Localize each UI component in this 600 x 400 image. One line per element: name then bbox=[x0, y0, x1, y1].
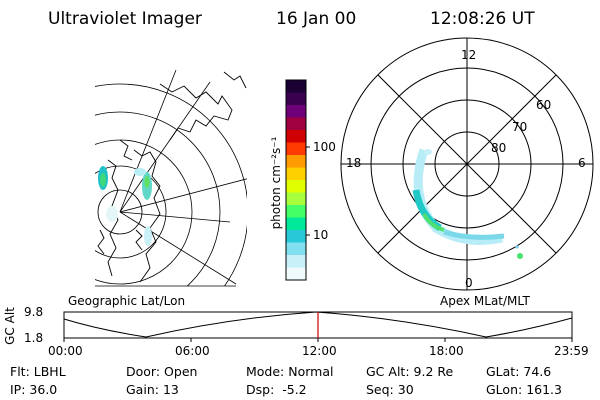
color-bar-segment bbox=[286, 192, 306, 206]
color-bar-segment bbox=[286, 242, 306, 256]
door-value: Open bbox=[164, 364, 198, 379]
mode-value: Normal bbox=[288, 364, 334, 379]
observation-time: 12:08:26 UT bbox=[430, 9, 535, 29]
altitude-ytick-top: 9.8 bbox=[24, 305, 44, 319]
status-dsp: Dsp: -5.2 bbox=[246, 382, 307, 397]
color-bar-frame bbox=[285, 79, 307, 281]
color-bar-segment bbox=[286, 230, 306, 243]
color-bar-segment bbox=[286, 217, 306, 231]
glat-value: 74.6 bbox=[523, 364, 552, 379]
gc-alt-value: 9.2 Re bbox=[413, 364, 454, 379]
color-bar-segment bbox=[286, 267, 306, 281]
status-seq: Seq: 30 bbox=[366, 382, 414, 397]
colorbar-unit-label: photon cm⁻²s⁻¹ bbox=[269, 136, 283, 230]
geo-map-label: Geographic Lat/Lon bbox=[68, 294, 186, 308]
time-tick-1200: 12:00 bbox=[302, 344, 337, 358]
mlt-label-12: 12 bbox=[461, 48, 477, 62]
color-bar-segment bbox=[286, 155, 306, 168]
colorbar-tick-10: 10 bbox=[313, 228, 329, 242]
status-ip: IP: 36.0 bbox=[10, 382, 58, 397]
status-gain: Gain: 13 bbox=[126, 382, 179, 397]
mlat-label-80: 80 bbox=[491, 141, 507, 155]
time-tick-0000: 00:00 bbox=[48, 344, 83, 358]
color-bar-segment bbox=[286, 117, 306, 131]
status-door: Door: Open bbox=[126, 364, 198, 379]
filter-value: LBHL bbox=[33, 364, 66, 379]
altitude-ytick-bottom: 1.8 bbox=[24, 331, 44, 345]
color-bar-segment bbox=[286, 92, 306, 106]
color-bar-segment bbox=[286, 105, 306, 118]
status-glat: GLat: 74.6 bbox=[486, 364, 552, 379]
altitude-plot bbox=[63, 311, 573, 342]
gain-value: 13 bbox=[162, 382, 179, 397]
ip-value: 36.0 bbox=[29, 382, 58, 397]
geographic-map bbox=[95, 69, 247, 286]
status-filter: Flt: LBHL bbox=[10, 364, 66, 379]
color-scale-bar bbox=[286, 80, 306, 281]
mlt-label-18: 18 bbox=[346, 156, 362, 170]
altitude-ylabel: GC Alt bbox=[3, 307, 17, 345]
color-bar-segment bbox=[286, 167, 306, 181]
colorbar-tick-100: 100 bbox=[313, 140, 336, 154]
geo-aurora bbox=[98, 166, 152, 246]
mlat-label-70: 70 bbox=[512, 120, 528, 134]
time-tick-2359: 23:59 bbox=[554, 344, 589, 358]
polar-map bbox=[340, 37, 594, 291]
dsp-value: -5.2 bbox=[282, 382, 307, 397]
mlat-label-60: 60 bbox=[536, 98, 552, 112]
polar-map-label: Apex MLat/MLT bbox=[440, 294, 530, 308]
mlt-label-6: 6 bbox=[578, 156, 586, 170]
seq-value: 30 bbox=[397, 382, 414, 397]
mlt-label-0: 0 bbox=[465, 276, 473, 290]
status-glon: GLon: 161.3 bbox=[486, 382, 562, 397]
time-tick-0600: 06:00 bbox=[175, 344, 210, 358]
color-bar-segment bbox=[286, 142, 306, 156]
status-gc-alt: GC Alt: 9.2 Re bbox=[366, 364, 454, 379]
glon-value: 161.3 bbox=[526, 382, 562, 397]
observation-date: 16 Jan 00 bbox=[276, 9, 357, 29]
polar-aurora bbox=[412, 148, 523, 259]
time-tick-1800: 18:00 bbox=[429, 344, 464, 358]
color-bar-segment bbox=[286, 180, 306, 193]
color-bar-segment bbox=[286, 80, 306, 93]
status-mode: Mode: Normal bbox=[246, 364, 334, 379]
color-bar-segment bbox=[286, 255, 306, 268]
instrument-title: Ultraviolet Imager bbox=[48, 9, 202, 29]
color-bar-segment bbox=[286, 130, 306, 143]
color-bar-segment bbox=[286, 205, 306, 218]
